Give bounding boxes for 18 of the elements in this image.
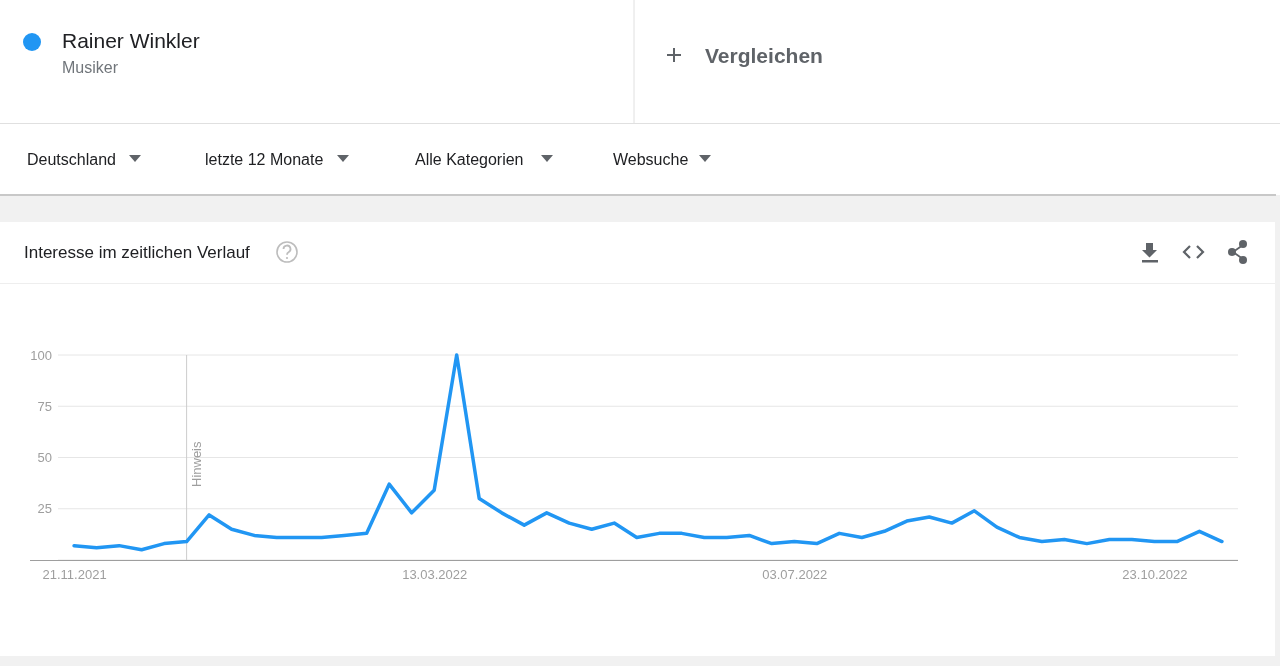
y-tick-label: 100 [30, 347, 52, 363]
y-tick-label: 25 [37, 501, 52, 517]
text: Vergleichen [705, 44, 823, 67]
ref-line-label: Hinweis [188, 440, 204, 487]
y-tick-label: 50 [37, 450, 52, 466]
x-tick-label: 03.07.2022 [762, 567, 828, 583]
y-tick-label: 75 [37, 398, 52, 414]
x-tick-label: 21.11.2021 [42, 567, 107, 583]
text: Deutschland [27, 151, 116, 168]
line-series [72, 353, 1224, 552]
text: letzte 12 Monate [205, 151, 324, 168]
text: Musiker [62, 59, 119, 76]
x-tick-label: 23.10.2022 [1122, 567, 1188, 583]
x-tick-label: 13.03.2022 [402, 567, 468, 583]
chart-title: Interesse im zeitlichen Verlauf [24, 243, 251, 262]
text: Websuche [613, 151, 689, 168]
legend-label: Rainer Winkler [62, 29, 200, 52]
text: Alle Kategorien [415, 151, 524, 168]
